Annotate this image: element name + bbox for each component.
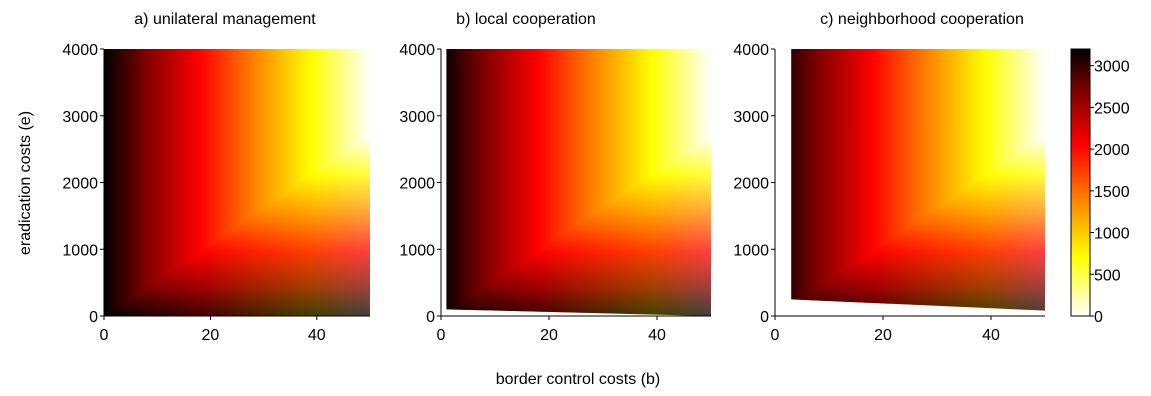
y-tick-label: 3000 [62, 109, 98, 126]
x-axis-label: border control costs (b) [496, 371, 661, 388]
panel-neighborhood-cooperation: c) neighborhood cooperation 0 1000 2000 300… [733, 11, 1045, 344]
y-tick-label: 4000 [399, 42, 435, 59]
panel-unilateral-management: a) unilateral management eradication cos… [17, 11, 370, 344]
x-tick-label: 0 [771, 327, 780, 344]
colorbar-tick-label: 2500 [1094, 100, 1130, 117]
y-tick-label: 2000 [733, 176, 769, 193]
y-tick-label: 3000 [399, 109, 435, 126]
x-tick-label: 0 [437, 327, 446, 344]
y-tick-label: 2000 [62, 176, 98, 193]
colorbar-tick-label: 3000 [1094, 59, 1130, 76]
panel-title: a) unilateral management [134, 11, 316, 28]
panel-title: b) local cooperation [456, 11, 596, 28]
heatmap-e-region [791, 134, 1045, 311]
x-tick-label: 20 [202, 327, 220, 344]
y-tick-label: 0 [89, 309, 98, 326]
heatmap-e-region [446, 134, 711, 316]
x-tick-label: 20 [540, 327, 558, 344]
y-tick-label: 2000 [399, 176, 435, 193]
heatmap-surface [791, 49, 1045, 311]
heatmap-surface [446, 49, 711, 316]
y-tick-label: 3000 [733, 109, 769, 126]
colorbar-gradient [1070, 48, 1091, 317]
panel-title: c) neighborhood cooperation [820, 11, 1024, 28]
y-tick-label: 0 [760, 309, 769, 326]
heatmap-e-region [104, 134, 370, 316]
x-tick-label: 40 [648, 327, 666, 344]
panel-local-cooperation: b) local cooperation border control cost… [399, 11, 711, 388]
colorbar-tick-label: 500 [1094, 267, 1121, 284]
y-tick-label: 1000 [399, 242, 435, 259]
y-axis-label: eradication costs (e) [17, 111, 34, 255]
colorbar-tick-label: 1000 [1094, 226, 1130, 243]
y-tick-label: 4000 [62, 42, 98, 59]
x-tick-label: 40 [308, 327, 326, 344]
x-tick-label: 0 [100, 327, 109, 344]
colorbar-tick-label: 0 [1094, 309, 1103, 326]
colorbar-tick-label: 2000 [1094, 142, 1130, 159]
heatmap-surface [104, 49, 370, 316]
y-tick-label: 0 [426, 309, 435, 326]
colorbar: 3000 2500 2000 1500 1000 500 0 [1070, 48, 1130, 326]
y-tick-label: 1000 [62, 242, 98, 259]
colorbar-tick-label: 1500 [1094, 184, 1130, 201]
x-tick-label: 40 [982, 327, 1000, 344]
y-tick-label: 4000 [733, 42, 769, 59]
y-tick-label: 1000 [733, 242, 769, 259]
x-tick-label: 20 [874, 327, 892, 344]
